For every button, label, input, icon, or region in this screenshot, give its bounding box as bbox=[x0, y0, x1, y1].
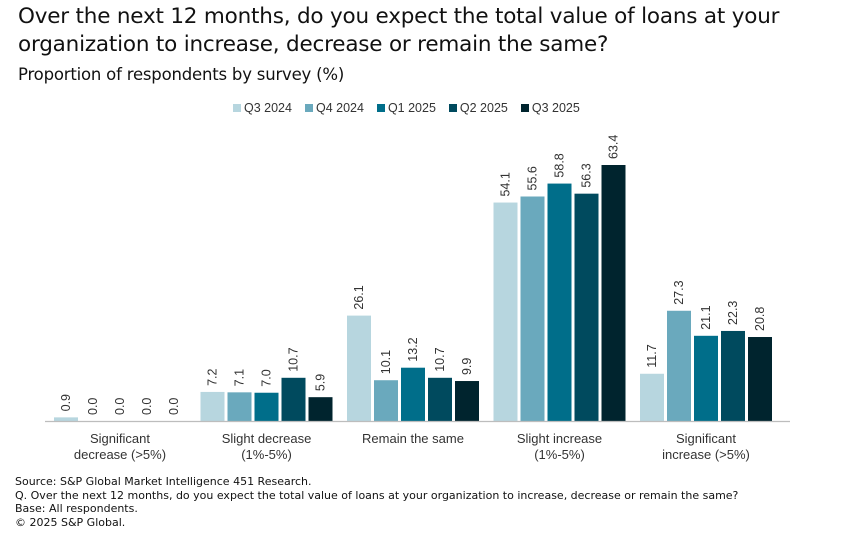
data-label: 54.1 bbox=[499, 172, 513, 196]
data-label: 26.1 bbox=[352, 285, 366, 309]
legend: Q3 2024 Q4 2024 Q1 2025 Q2 2025 Q3 2025 bbox=[233, 101, 580, 115]
data-label: 22.3 bbox=[726, 301, 740, 325]
legend-item-q4-2024: Q4 2024 bbox=[304, 101, 364, 115]
bar bbox=[54, 417, 78, 421]
category-label: Significant bbox=[676, 431, 736, 446]
category-label: Remain the same bbox=[362, 431, 464, 446]
legend-label: Q2 2025 bbox=[459, 101, 508, 115]
category-label: decrease (>5%) bbox=[74, 447, 166, 462]
bar bbox=[574, 193, 599, 421]
bar bbox=[547, 183, 572, 421]
data-label: 27.3 bbox=[672, 280, 686, 304]
question-note: Q. Over the next 12 months, do you expec… bbox=[15, 488, 739, 502]
base-note: Base: All respondents. bbox=[15, 502, 138, 515]
legend-label: Q1 2025 bbox=[387, 101, 436, 115]
data-label: 0.0 bbox=[86, 398, 100, 415]
data-label: 13.2 bbox=[406, 337, 420, 361]
data-label: 56.3 bbox=[580, 163, 594, 187]
legend-label: Q4 2024 bbox=[315, 101, 364, 115]
legend-item-q3-2024: Q3 2024 bbox=[233, 101, 292, 115]
data-label: 11.7 bbox=[645, 344, 659, 367]
bar bbox=[748, 337, 772, 421]
bar bbox=[667, 310, 691, 421]
legend-label: Q3 2025 bbox=[531, 101, 580, 115]
legend-label: Q3 2024 bbox=[244, 101, 292, 115]
legend-swatch bbox=[233, 104, 241, 112]
bar bbox=[200, 391, 225, 421]
bar bbox=[374, 380, 398, 421]
bar bbox=[455, 381, 479, 421]
category-label: Significant bbox=[90, 431, 150, 446]
category-label: Slight decrease bbox=[222, 431, 312, 446]
data-label: 58.8 bbox=[553, 153, 567, 177]
bar bbox=[227, 392, 252, 421]
legend-swatch bbox=[448, 104, 457, 112]
bar bbox=[694, 335, 718, 421]
legend-item-q3-2025: Q3 2025 bbox=[520, 101, 580, 115]
bar bbox=[401, 367, 425, 421]
data-label: 20.8 bbox=[753, 307, 767, 331]
bar bbox=[308, 397, 333, 421]
chart-subtitle: Proportion of respondents by survey (%) bbox=[18, 65, 345, 84]
data-label: 9.9 bbox=[460, 358, 474, 375]
bar bbox=[281, 377, 306, 421]
legend-item-q2-2025: Q2 2025 bbox=[448, 101, 508, 115]
data-label: 0.9 bbox=[59, 394, 73, 411]
source-note: Source: S&P Global Market Intelligence 4… bbox=[15, 475, 312, 488]
bar bbox=[601, 165, 626, 421]
data-label: 0.0 bbox=[167, 398, 181, 415]
legend-swatch bbox=[304, 104, 313, 112]
data-label: 55.6 bbox=[526, 166, 540, 190]
footer: Source: S&P Global Market Intelligence 4… bbox=[15, 475, 738, 529]
category-label: Slight increase bbox=[517, 431, 602, 446]
copyright-note: © 2025 S&P Global. bbox=[15, 515, 126, 529]
bar bbox=[347, 315, 371, 421]
bar bbox=[493, 202, 518, 421]
data-label: 7.1 bbox=[233, 369, 247, 386]
data-labels-layer: 0.9 0.0 0.0 0.0 0.0 7.2 7.1 7.0 10.7 5.9 26.1 10.1 1… bbox=[59, 135, 767, 415]
category-label: increase (>5%) bbox=[662, 447, 750, 462]
bar bbox=[428, 377, 452, 421]
data-label: 63.4 bbox=[607, 135, 621, 159]
data-label: 0.0 bbox=[113, 398, 127, 415]
data-label: 0.0 bbox=[140, 398, 154, 415]
chart-title: Over the next 12 months, do you expect t… bbox=[18, 4, 780, 57]
data-label: 21.1 bbox=[699, 305, 713, 329]
data-label: 5.9 bbox=[314, 374, 328, 391]
data-label: 7.0 bbox=[260, 369, 274, 386]
data-label: 10.1 bbox=[379, 350, 393, 374]
legend-item-q1-2025: Q1 2025 bbox=[376, 101, 436, 115]
data-label: 7.2 bbox=[206, 369, 220, 386]
bar bbox=[640, 373, 664, 421]
bars-layer bbox=[54, 165, 772, 421]
legend-swatch bbox=[520, 104, 529, 112]
category-label: (1%-5%) bbox=[534, 447, 585, 462]
bar bbox=[721, 330, 745, 421]
category-label: (1%-5%) bbox=[241, 447, 292, 462]
data-label: 10.7 bbox=[433, 347, 447, 371]
bar bbox=[520, 196, 545, 421]
data-label: 10.7 bbox=[287, 347, 301, 371]
bar bbox=[254, 392, 279, 421]
legend-swatch bbox=[376, 104, 385, 112]
